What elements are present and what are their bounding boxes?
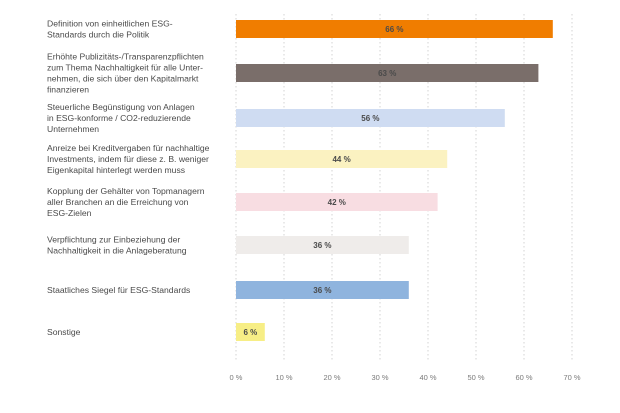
bar: [236, 323, 265, 341]
x-tick-label: 20 %: [323, 373, 340, 382]
category-label: Anreize bei Kreditvergaben für nachhalti…: [47, 143, 210, 175]
category-labels: Definition von einheitlichen ESG-Standar…: [47, 19, 210, 338]
bar-value-label: 44 %: [332, 155, 350, 164]
bar: [236, 281, 409, 299]
bar: [236, 150, 448, 168]
bar-value-label: 56 %: [361, 114, 379, 123]
chart-bars: 66 % 63 % 56 % 44 % 42 % 36 % 36 % 6 %: [236, 20, 553, 341]
x-tick-label: 50 %: [467, 373, 484, 382]
bar: [236, 109, 505, 127]
category-label: Definition von einheitlichen ESG-Standar…: [47, 19, 173, 40]
bar-value-label: 36 %: [313, 286, 331, 295]
x-tick-label: 30 %: [371, 373, 388, 382]
bar-value-label: 42 %: [328, 198, 346, 207]
bar-value-label: 66 %: [385, 25, 403, 34]
bar: [236, 64, 539, 82]
category-label: Kopplung der Gehälter von Topmanagern all…: [47, 186, 205, 218]
category-label: Staatliches Siegel für ESG-Standards: [47, 285, 190, 295]
category-label: Erhöhte Publizitäts-/Transparenzpflichte…: [47, 52, 204, 95]
bar-value-label: 36 %: [313, 241, 331, 250]
x-axis-ticks: 0 % 10 % 20 % 30 % 40 % 50 % 60 % 70 %: [230, 373, 581, 382]
x-tick-label: 10 %: [275, 373, 292, 382]
bar: [236, 193, 438, 211]
bar: [236, 236, 409, 254]
x-tick-label: 0 %: [230, 373, 243, 382]
x-tick-label: 60 %: [515, 373, 532, 382]
category-label: Sonstige: [47, 327, 81, 337]
x-tick-label: 40 %: [419, 373, 436, 382]
category-label: Steuerliche Begünstigung von Anlagen in E…: [47, 102, 195, 134]
bar: [236, 20, 553, 38]
bar-value-label: 63 %: [378, 69, 396, 78]
bar-value-label: 6 %: [244, 328, 258, 337]
category-label: Verpflichtung zur Einbeziehung der Nachha…: [47, 235, 187, 256]
x-tick-label: 70 %: [563, 373, 580, 382]
